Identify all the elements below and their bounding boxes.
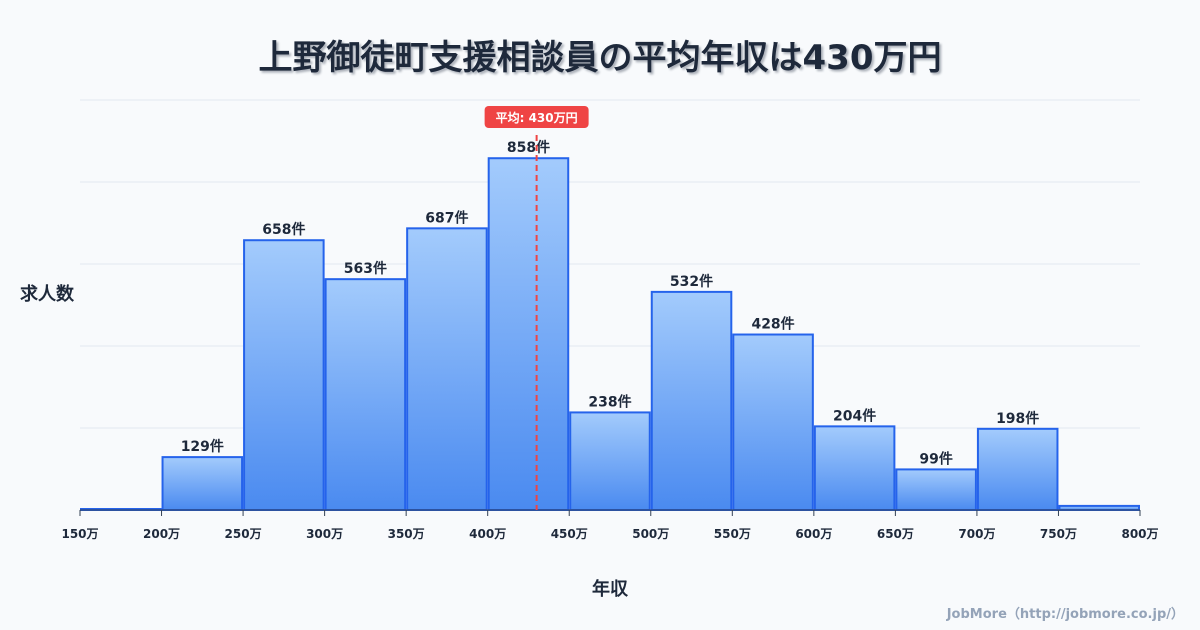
x-tick-label: 450万 [551,527,588,541]
credit-text: JobMore（http://jobmore.co.jp/） [946,607,1184,622]
x-tick-label: 350万 [388,527,425,541]
x-tick-label: 750万 [1040,527,1077,541]
x-tick-label: 150万 [61,527,98,541]
bar-data-label: 198件 [996,410,1039,427]
bar-data-label: 687件 [425,209,468,226]
histogram-bar [650,290,733,511]
x-axis-label: 年収 [592,579,628,600]
x-tick-label: 250万 [225,527,262,541]
bar-data-label: 658件 [262,221,305,238]
histogram-bar [569,411,651,512]
bar-data-label: 238件 [588,393,631,410]
histogram-bar [813,425,896,511]
bar-data-label: 563件 [344,260,387,277]
mean-badge [484,106,589,128]
bar-data-label: 858件 [507,139,550,156]
chart-title: 上野御徒町支援相談員の平均年収は430万円 [258,38,942,78]
histogram-bar [161,456,244,511]
bar-data-label: 129件 [181,438,224,455]
histogram-bar [895,468,977,512]
x-tick-label: 550万 [714,527,751,541]
x-tick-label: 700万 [958,527,995,541]
x-tick-label: 300万 [306,527,343,541]
bar-data-label: 532件 [670,273,713,290]
histogram-bar [732,333,814,511]
x-tick-label: 400万 [469,527,506,541]
histogram-bar [324,278,407,512]
x-tick-label: 500万 [632,527,669,541]
x-tick-label: 650万 [877,527,914,541]
bar-data-label: 428件 [751,316,794,333]
x-tick-label: 800万 [1121,527,1158,541]
x-tick-label: 200万 [143,527,180,541]
bar-data-label: 204件 [833,407,876,424]
bar-data-label: 99件 [919,450,952,467]
x-tick-label: 600万 [795,527,832,541]
y-axis-label: 求人数 [20,284,74,305]
histogram-bar [406,227,488,512]
histogram-bar [976,427,1059,512]
mean-label: 平均: 430万円 [496,110,578,125]
histogram-bar [1058,504,1141,511]
histogram-bar [243,239,325,511]
histogram-bar [487,157,570,511]
